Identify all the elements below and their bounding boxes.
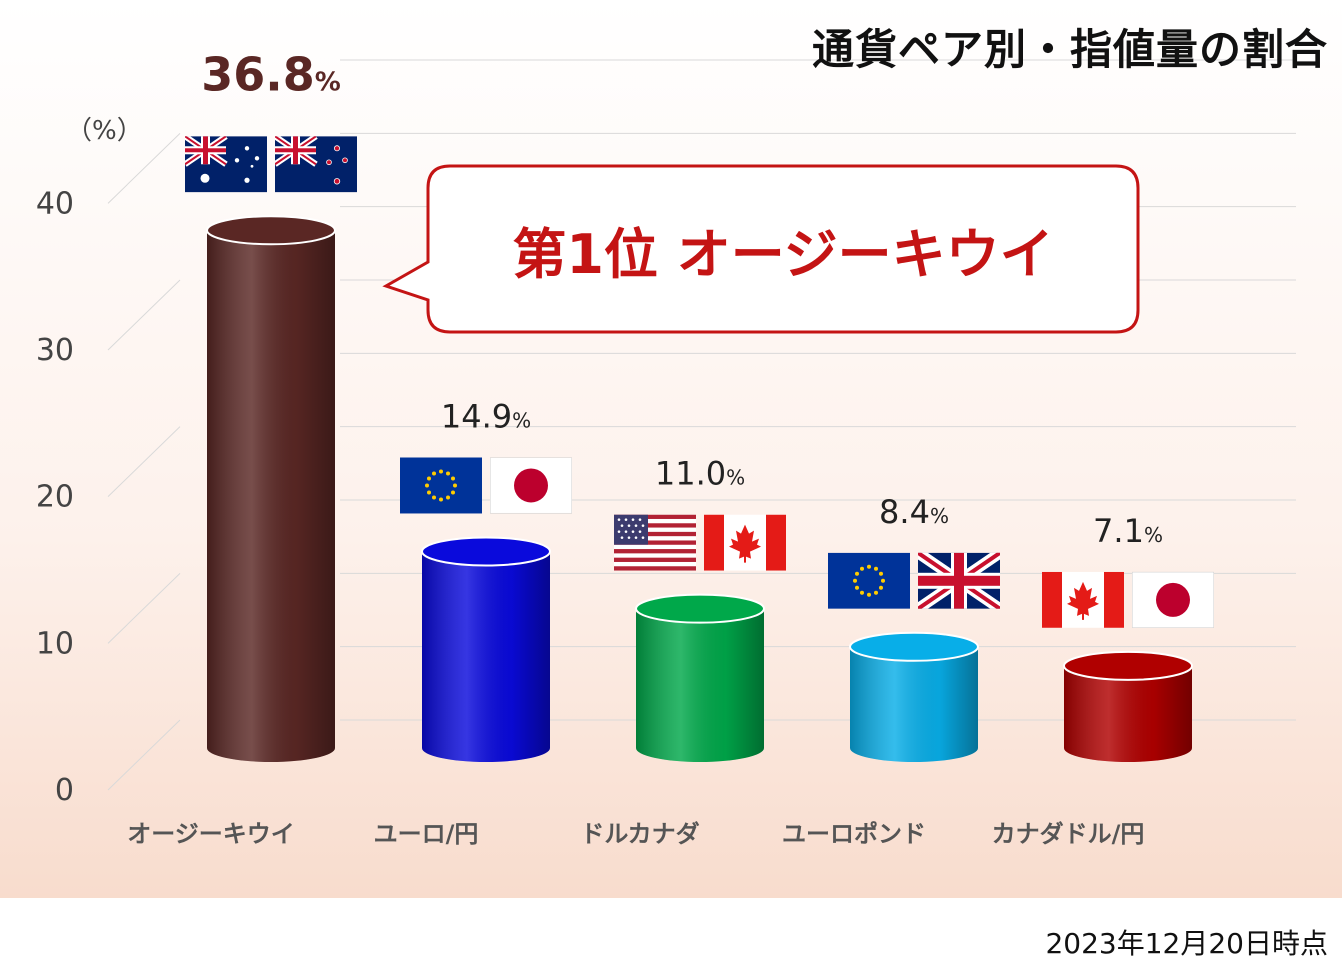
canada-flag-icon (1042, 571, 1124, 628)
category-label: カナダドル/円 (992, 820, 1145, 848)
date-note: 2023年12月20日時点 (1045, 927, 1328, 960)
bar-top (849, 631, 979, 662)
bar-shading (1064, 665, 1192, 762)
value-label: 11.0% (655, 455, 745, 493)
usa-flag-icon (614, 514, 696, 571)
bar-shading (207, 230, 335, 762)
bar-shading (850, 646, 978, 762)
australia-flag-icon (185, 136, 267, 192)
value-labels: 36.8%14.9%11.0%8.4% 7.1% (201, 47, 1163, 550)
value-number: 36.8 (201, 47, 315, 101)
japan-flag-icon (490, 457, 572, 514)
value-unit: % (726, 466, 745, 490)
bar-3 (635, 593, 765, 762)
value-number: 8.4 (879, 493, 930, 531)
value-number: 11.0 (655, 455, 726, 493)
y-tick-label: 40 (36, 186, 74, 221)
bars (206, 215, 1193, 762)
value-label: 7.1% (1093, 512, 1163, 550)
value-label: 8.4% (879, 493, 949, 531)
bar-shading (636, 608, 764, 762)
callout-text: 第1位 オージーキウイ (512, 222, 1054, 286)
category-label: ドルカナダ (580, 820, 699, 848)
grid-diagonal (107, 426, 181, 498)
x-axis: オージーキウイ ユーロ/円 ドルカナダ ユーロポンド カナダドル/円 (127, 820, 1144, 848)
japan-flag-icon (1132, 571, 1214, 628)
eu-flag-icon (400, 457, 482, 514)
chart-title: 通貨ペア別・指値量の割合 (811, 25, 1328, 74)
y-axis: 0 10 20 30 40 (36, 186, 74, 808)
value-unit: % (1144, 523, 1163, 547)
grid-diagonal (107, 132, 181, 204)
bar-5 (1063, 650, 1193, 762)
bar-1 (206, 215, 336, 762)
canada-flag-icon (704, 514, 786, 571)
category-label: ユーロポンド (782, 820, 926, 848)
grid-diagonal (107, 279, 181, 351)
value-label: 36.8% (201, 47, 341, 101)
eu-flag-icon (828, 552, 910, 609)
value-unit: % (512, 408, 531, 432)
uk-flag-icon (918, 553, 1000, 609)
bar-top (635, 593, 765, 624)
bar-top (1063, 650, 1193, 681)
new-zealand-flag-icon (275, 136, 357, 192)
grid-diagonal (107, 719, 181, 791)
value-number: 14.9 (441, 397, 512, 435)
category-label: ユーロ/円 (374, 820, 479, 848)
bar-top (421, 536, 551, 567)
y-tick-label: 30 (36, 333, 74, 368)
value-unit: % (315, 67, 341, 97)
y-tick-label: 10 (36, 626, 74, 661)
value-number: 7.1 (1093, 512, 1144, 550)
value-label: 14.9% (441, 397, 531, 435)
bar-shading (422, 551, 550, 762)
bar-2 (421, 536, 551, 762)
y-axis-unit: （%） (66, 116, 143, 146)
bar-4 (849, 631, 979, 762)
category-label: オージーキウイ (127, 820, 295, 848)
callout-bubble (382, 164, 1140, 334)
bar-top (206, 215, 336, 246)
grid-diagonal (107, 572, 181, 644)
value-unit: % (930, 504, 949, 528)
y-tick-label: 0 (55, 773, 74, 808)
y-tick-label: 20 (36, 480, 74, 515)
